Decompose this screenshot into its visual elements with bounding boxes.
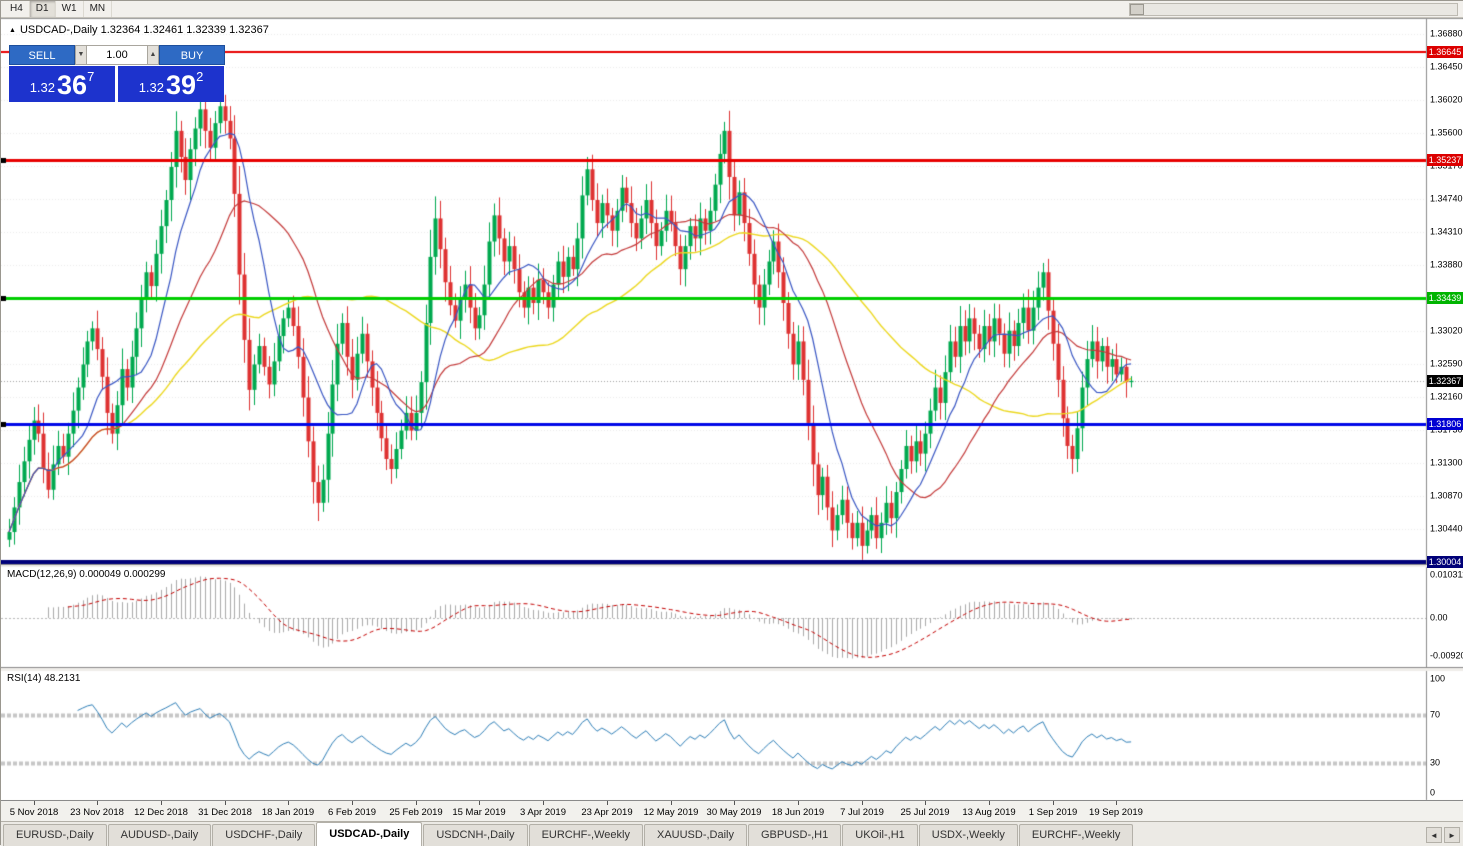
date-tick [862,801,863,805]
chart-tab[interactable]: AUDUSD-,Daily [107,824,212,846]
date-label: 6 Feb 2019 [327,807,377,818]
chart-tab[interactable]: EURCHF-,Weekly [1018,824,1134,846]
date-tick [734,801,735,805]
date-tick [1116,801,1117,805]
chart-header: ▲ USDCAD-,Daily 1.32364 1.32461 1.32339 … [9,24,269,36]
date-tick [288,801,289,805]
chart-tab[interactable]: XAUUSD-,Daily [643,824,747,846]
date-label: 15 Mar 2019 [452,807,506,818]
buy-button[interactable]: BUY [159,45,225,65]
date-tick [671,801,672,805]
sell-price-big: 36 [57,70,88,100]
date-tick [798,801,799,805]
date-label: 12 May 2019 [643,807,699,818]
date-tick [925,801,926,805]
date-label: 1 Sep 2019 [1028,807,1078,818]
volume-input[interactable] [87,45,147,65]
date-label: 23 Nov 2018 [70,807,124,818]
date-tick [97,801,98,805]
date-tick [607,801,608,805]
date-label: 23 Apr 2019 [581,807,633,818]
chart-tab[interactable]: EURCHF-,Weekly [528,824,643,846]
chart-tab[interactable]: EURUSD-,Daily [3,824,107,846]
one-click-trading-panel: SELL ▼ ▲ BUY 1.32 36 7 1.32 39 2 [9,45,225,102]
chart-title-ohlc: USDCAD-,Daily 1.32364 1.32461 1.32339 1.… [19,24,269,36]
timeframe-button-h4[interactable]: H4 [4,1,30,17]
chart-tab[interactable]: USDCAD-,Daily [316,822,423,846]
date-label: 31 Dec 2018 [198,807,252,818]
date-tick [416,801,417,805]
date-tick [352,801,353,805]
chart-tab[interactable]: GBPUSD-,H1 [748,824,842,846]
chart-tab[interactable]: USDX-,Weekly [918,824,1018,846]
date-label: 7 Jul 2019 [840,807,884,818]
date-label: 19 Sep 2019 [1089,807,1143,818]
chart-tabs: EURUSD-,Daily AUDUSD-,Daily USDCHF-,Daily U… [3,822,1134,846]
timeframe-button-mn[interactable]: MN [84,1,113,17]
timeframe-button-d1[interactable]: D1 [29,1,56,17]
date-label: 30 May 2019 [706,807,762,818]
date-tick [225,801,226,805]
buy-price-big: 39 [166,70,197,100]
date-axis: 5 Nov 2018 23 Nov 2018 12 Dec 2018 31 Dec 2… [1,800,1463,821]
date-label: 13 Aug 2019 [962,807,1016,818]
date-tick [989,801,990,805]
tab-scroll-controls: ◄ ► [1426,827,1460,843]
date-tick [1053,801,1054,805]
date-label: 18 Jan 2019 [261,807,315,818]
date-label: 25 Jul 2019 [900,807,950,818]
chart-horizontal-scrollbar[interactable] [1129,3,1458,16]
chart-tab[interactable]: UKOil-,H1 [842,824,918,846]
sell-price-display[interactable]: 1.32 36 7 [9,66,115,102]
timeframe-buttons: H4 D1 W1 MN [4,1,113,17]
volume-decrease-button[interactable]: ▼ [75,45,87,65]
date-label: 3 Apr 2019 [520,807,566,818]
date-tick [34,801,35,805]
date-tick [161,801,162,805]
date-tick [543,801,544,805]
sell-button[interactable]: SELL [9,45,75,65]
chart-tab[interactable]: USDCNH-,Daily [423,824,528,846]
buy-price-prefix: 1.32 [138,80,165,95]
date-tick [479,801,480,805]
toolbar: H4 D1 W1 MN [1,1,1463,18]
chart-tab[interactable]: USDCHF-,Daily [212,824,316,846]
date-label: 25 Feb 2019 [389,807,443,818]
macd-indicator-title: MACD(12,26,9) 0.000049 0.000299 [7,569,166,580]
date-label: 5 Nov 2018 [9,807,59,818]
tab-scroll-left-button[interactable]: ◄ [1426,827,1442,843]
volume-increase-button[interactable]: ▲ [147,45,159,65]
buy-price-sup: 2 [196,69,204,84]
up-triangle-icon: ▲ [9,26,16,34]
buy-price-display[interactable]: 1.32 39 2 [118,66,224,102]
date-label: 18 Jun 2019 [771,807,825,818]
sell-price-sup: 7 [87,69,95,84]
timeframe-button-w1[interactable]: W1 [56,1,84,17]
date-label: 12 Dec 2018 [134,807,188,818]
chart-tab-bar: EURUSD-,Daily AUDUSD-,Daily USDCHF-,Daily U… [1,821,1463,846]
rsi-indicator-title: RSI(14) 48.2131 [7,673,81,684]
tab-scroll-right-button[interactable]: ► [1444,827,1460,843]
scrollbar-thumb[interactable] [1130,4,1144,15]
sell-price-prefix: 1.32 [29,80,56,95]
